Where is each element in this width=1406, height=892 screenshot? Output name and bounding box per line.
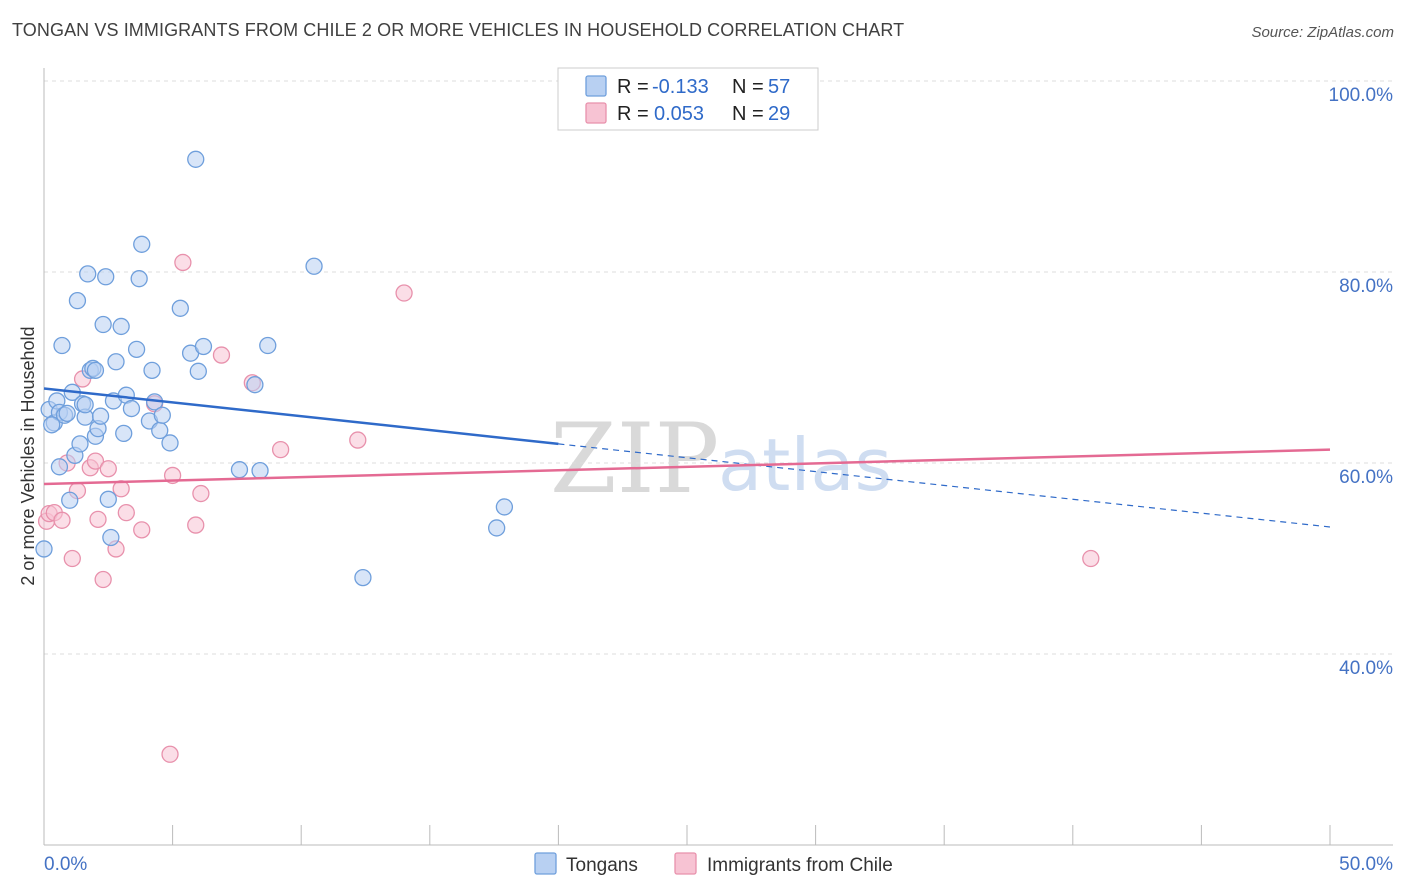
tongans-point [143, 361, 161, 380]
tongans-point [102, 528, 120, 547]
tongans-point [112, 317, 130, 336]
tongans-trendline-extension [558, 443, 1331, 528]
tongans-point [35, 540, 53, 558]
tongans-trendline [43, 387, 559, 446]
y-tick-label: 100.0% [1329, 85, 1394, 106]
x-tick-label-min: 0.0% [44, 854, 87, 875]
chile-n-label: N = [732, 103, 764, 125]
tongans-point [153, 406, 171, 424]
chile-n-value: 29 [768, 103, 790, 125]
tongans-n-value: 57 [768, 76, 790, 98]
tongans-point [99, 490, 117, 508]
tongans-point [171, 299, 189, 317]
chile-point [161, 745, 179, 763]
tongans-point [246, 376, 264, 394]
chile-series-label: Immigrants from Chile [707, 855, 893, 876]
chile-point [86, 452, 105, 470]
chile-point [1082, 549, 1100, 568]
chile-trendline [43, 448, 1331, 486]
tongans-point [488, 519, 506, 537]
tongans-point [61, 491, 79, 509]
tongans-point [58, 404, 76, 422]
tongans-n-label: N = [732, 76, 764, 98]
tongans-point [115, 424, 133, 443]
tongans-series [35, 150, 514, 587]
chile-point [395, 284, 413, 302]
chile-point [133, 521, 151, 539]
chile-point [349, 431, 367, 449]
tongans-point [91, 407, 110, 425]
chile-point [212, 346, 231, 364]
chile-legend-swatch [585, 102, 607, 124]
tongans-point [79, 265, 97, 283]
chile-series [37, 253, 1100, 763]
chile-point [63, 549, 81, 568]
tongans-point [189, 362, 207, 380]
y-tick-label: 40.0% [1339, 658, 1393, 679]
tongans-point [187, 150, 205, 168]
x-tick-label-max: 50.0% [1339, 854, 1393, 875]
tongans-point [122, 399, 141, 418]
tongans-point [305, 257, 323, 275]
tongans-point [251, 461, 269, 480]
tongans-r-value: -0.133 [652, 76, 709, 98]
tongans-point [43, 416, 61, 434]
tongans-point [495, 498, 514, 516]
tongans-series-swatch [534, 852, 557, 875]
axes [43, 68, 1393, 846]
chile-point [271, 440, 290, 459]
tongans-point [86, 361, 105, 380]
chile-point [94, 570, 112, 589]
chile-point [53, 511, 71, 529]
watermark-zip: ZIP [550, 403, 719, 515]
chart-title: TONGAN VS IMMIGRANTS FROM CHILE 2 OR MOR… [12, 20, 905, 40]
tongans-point [354, 568, 372, 587]
y-axis-label: 2 or more Vehicles in Household [18, 326, 38, 585]
chile-r-value: 0.053 [654, 103, 704, 125]
chile-point [89, 510, 107, 528]
tongans-point [68, 291, 87, 310]
chart-source: Source: ZipAtlas.com [1251, 24, 1394, 41]
tongans-point [130, 270, 148, 288]
tongans-point [50, 458, 69, 476]
tongans-point [97, 268, 115, 286]
chile-point [192, 484, 210, 503]
grid [44, 80, 1393, 655]
tongans-point [161, 434, 179, 452]
tongans-point [127, 340, 146, 359]
tongans-point [94, 315, 112, 334]
y-tick-labels: 40.0% 60.0% 80.0% 100.0% [1329, 85, 1394, 679]
watermark: ZIP atlas [550, 403, 892, 515]
tongans-point [194, 337, 213, 356]
series-legend: Tongans Immigrants from Chile [534, 852, 893, 876]
x-tick-labels: 0.0% 50.0% [44, 854, 1393, 875]
chile-point [174, 253, 192, 272]
trendlines [43, 387, 1331, 528]
chile-r-label: R = [617, 103, 649, 125]
tongans-point [133, 235, 151, 253]
tongans-point [53, 336, 71, 355]
tongans-point [259, 336, 277, 355]
tongans-r-label: R = [617, 76, 649, 98]
tongans-legend-swatch [585, 75, 607, 97]
chile-series-swatch [674, 852, 697, 875]
stats-legend: R = -0.133 N = 57 R = 0.053 N = 29 [557, 67, 819, 131]
y-tick-label: 60.0% [1339, 467, 1393, 488]
chile-point [99, 460, 117, 478]
chile-point [117, 504, 135, 522]
tongans-point [107, 353, 125, 371]
chile-point [187, 516, 205, 534]
tongans-point [76, 396, 94, 414]
tongans-series-label: Tongans [566, 855, 638, 876]
tongans-point [230, 461, 249, 479]
y-tick-label: 80.0% [1339, 276, 1393, 297]
tongans-point [71, 435, 89, 453]
